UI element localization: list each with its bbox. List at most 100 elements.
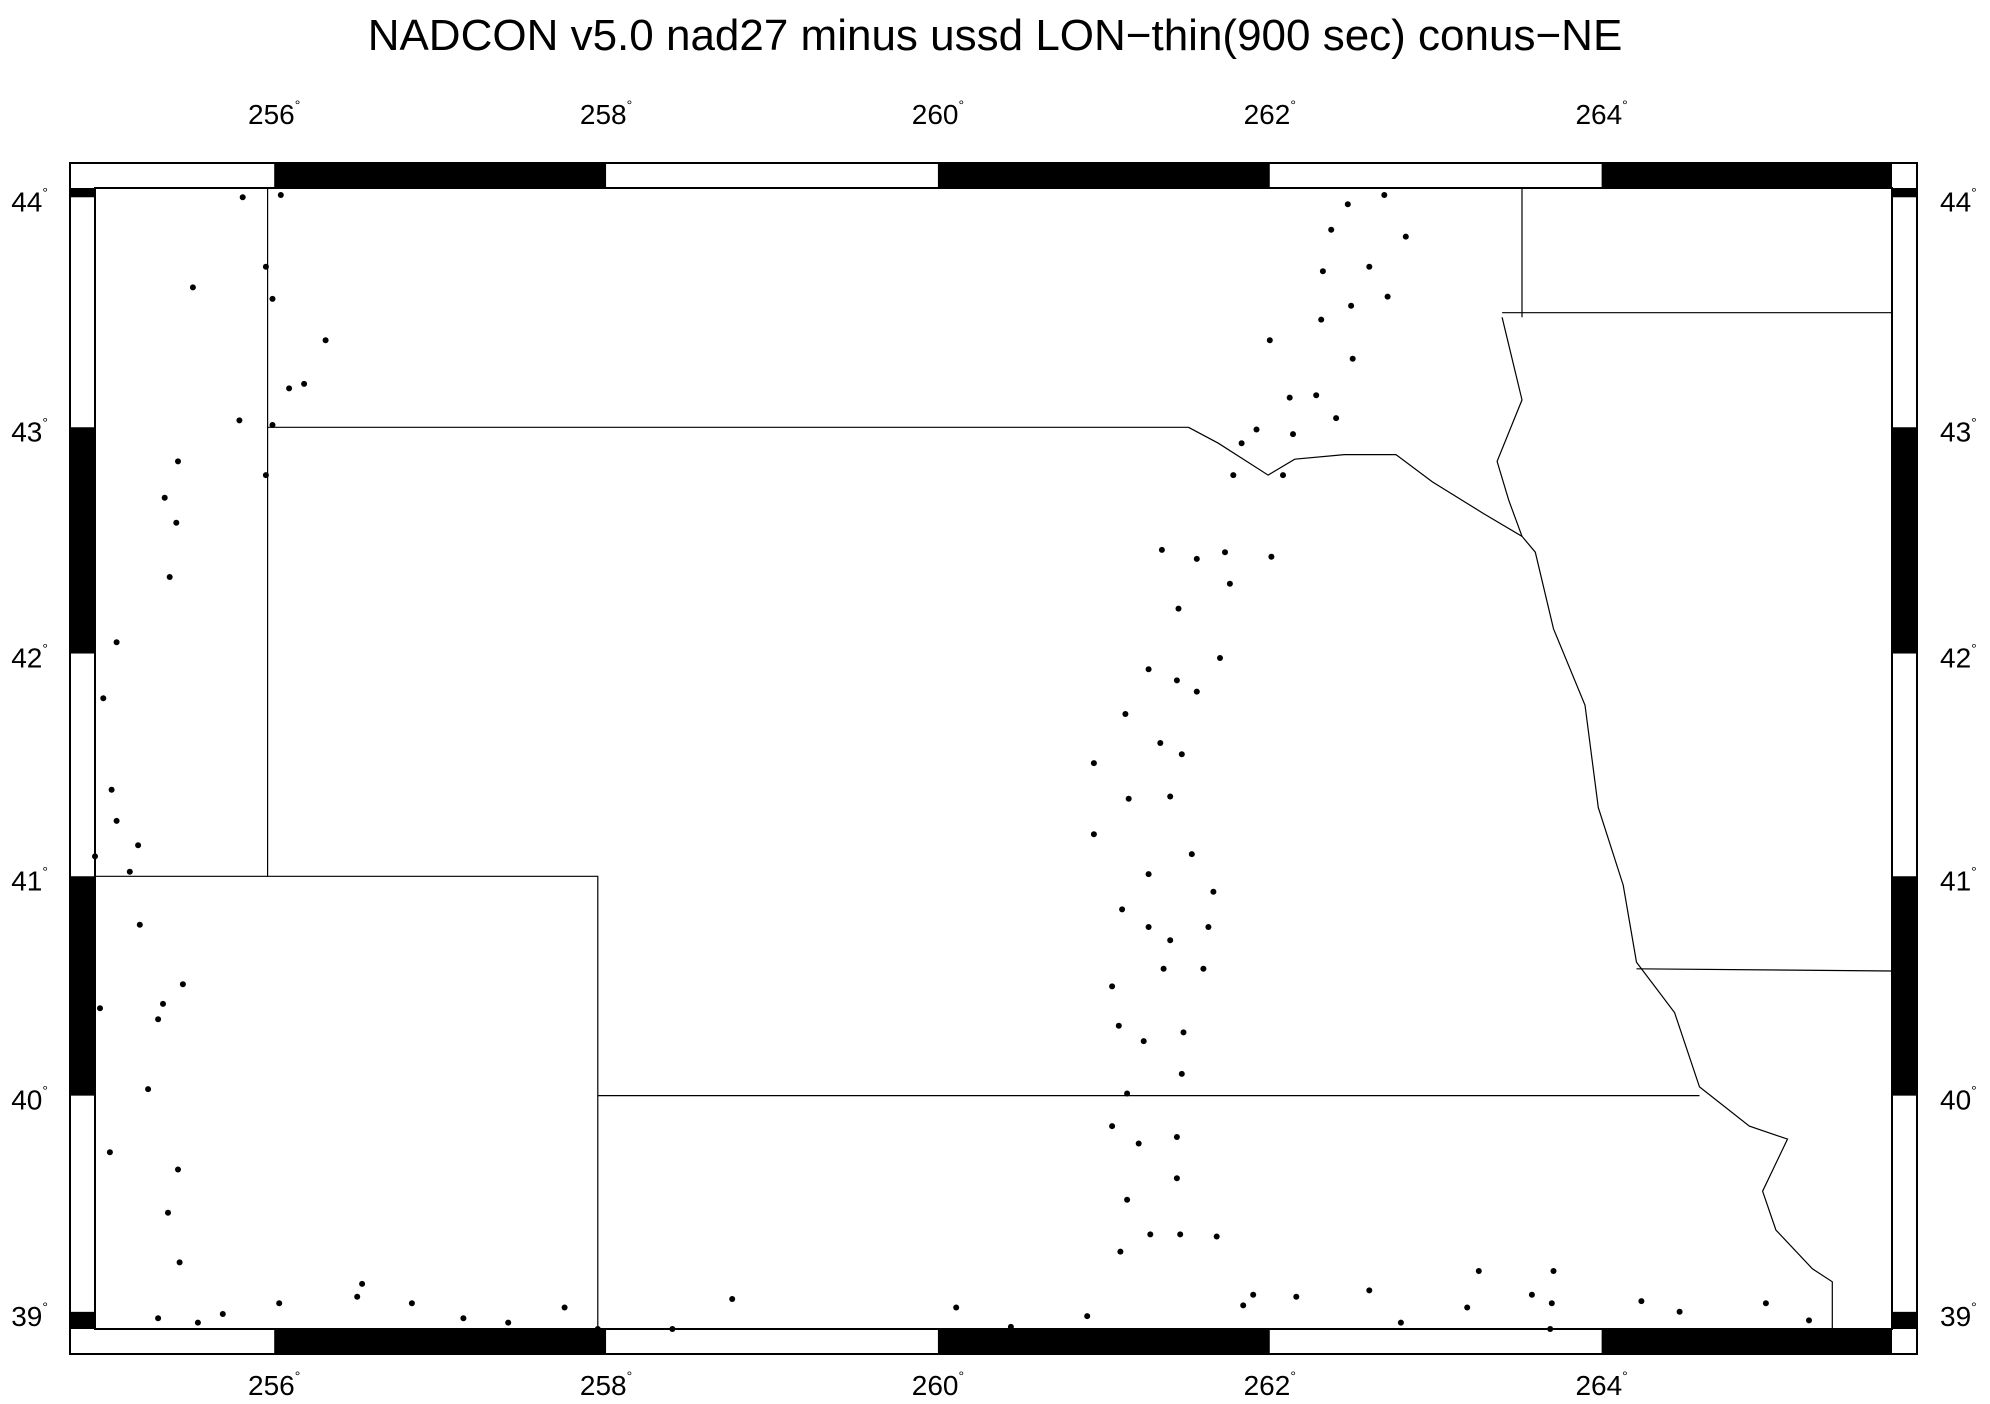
lat-tick-label-right: 40° bbox=[1940, 1083, 1977, 1116]
data-point bbox=[1222, 549, 1228, 556]
data-point bbox=[1145, 924, 1152, 930]
data-point bbox=[1381, 192, 1388, 198]
frame-bar-segment bbox=[937, 163, 1270, 188]
data-point bbox=[175, 1166, 181, 1173]
data-point bbox=[1158, 546, 1165, 553]
data-point bbox=[1268, 553, 1275, 560]
data-point bbox=[505, 1319, 512, 1326]
data-point bbox=[1240, 1302, 1247, 1309]
map-title: NADCON v5.0 nad27 minus ussd LON−thin(90… bbox=[368, 11, 1623, 60]
data-point bbox=[1528, 1291, 1535, 1298]
data-point bbox=[354, 1293, 361, 1300]
data-point bbox=[1167, 793, 1174, 800]
data-point bbox=[1250, 1291, 1257, 1298]
map-area bbox=[94, 187, 1893, 1330]
data-point bbox=[1175, 605, 1182, 612]
data-point bbox=[1178, 1070, 1185, 1077]
data-point bbox=[1806, 1317, 1812, 1324]
data-point bbox=[1140, 1038, 1147, 1045]
data-point bbox=[1266, 337, 1273, 344]
data-point bbox=[136, 921, 143, 928]
data-point bbox=[322, 337, 329, 344]
data-point bbox=[1328, 226, 1335, 233]
lat-tick-label-right: 42° bbox=[1940, 641, 1977, 674]
data-point bbox=[1119, 906, 1126, 913]
data-point bbox=[1090, 760, 1097, 767]
lat-tick-label-right: 39° bbox=[1940, 1299, 1977, 1332]
lat-tick-label-left: 39° bbox=[11, 1299, 48, 1332]
data-point bbox=[173, 519, 180, 526]
data-point bbox=[1117, 1248, 1124, 1255]
data-point bbox=[166, 574, 173, 580]
data-point bbox=[277, 192, 284, 198]
data-point bbox=[165, 1209, 171, 1216]
data-point bbox=[1193, 555, 1200, 562]
data-point bbox=[1638, 1298, 1645, 1305]
data-point bbox=[1125, 795, 1132, 802]
data-point bbox=[161, 494, 168, 501]
data-point bbox=[1344, 201, 1351, 208]
lon-tick-label-bottom: 260° bbox=[912, 1368, 964, 1401]
lat-tick-label-right: 43° bbox=[1940, 414, 1977, 447]
data-point bbox=[1286, 394, 1293, 401]
data-point bbox=[189, 284, 196, 291]
data-point bbox=[1366, 1287, 1373, 1294]
data-point bbox=[1084, 1313, 1091, 1320]
data-point bbox=[1188, 851, 1195, 858]
data-point bbox=[100, 695, 107, 702]
data-point bbox=[108, 786, 115, 793]
frame-bar-segment bbox=[1892, 188, 1917, 198]
lon-tick-label-bottom: 264° bbox=[1575, 1368, 1627, 1401]
data-point bbox=[729, 1296, 736, 1302]
data-point bbox=[408, 1300, 415, 1307]
data-point bbox=[1180, 1029, 1187, 1036]
data-point bbox=[155, 1016, 162, 1023]
data-point bbox=[1157, 740, 1164, 746]
data-point bbox=[1160, 965, 1167, 972]
lon-tick-label-top: 260° bbox=[912, 97, 964, 130]
lon-tick-label-top: 264° bbox=[1575, 97, 1627, 130]
data-point bbox=[219, 1311, 226, 1317]
lat-tick-label-left: 40° bbox=[11, 1083, 48, 1116]
data-point bbox=[1135, 1140, 1142, 1147]
data-point bbox=[1213, 1233, 1220, 1240]
data-point bbox=[1173, 1175, 1180, 1182]
data-point bbox=[1348, 302, 1355, 309]
data-point bbox=[262, 472, 269, 479]
data-point bbox=[262, 263, 269, 270]
frame-bar-segment bbox=[1601, 1329, 1892, 1354]
frame-bar-segment bbox=[70, 188, 95, 198]
data-point bbox=[1115, 1022, 1122, 1029]
data-points bbox=[92, 192, 1812, 1332]
lat-tick-label-right: 41° bbox=[1940, 863, 1977, 896]
data-point bbox=[1217, 655, 1223, 661]
data-point bbox=[1402, 233, 1409, 240]
data-point bbox=[1090, 831, 1097, 838]
data-point bbox=[145, 1086, 152, 1093]
data-point bbox=[269, 422, 276, 428]
data-point bbox=[1366, 263, 1373, 270]
axis-tick-labels: 256° 256° 258° 258° 260° 260° 262° 262° 264° 264°… bbox=[11, 97, 1977, 1401]
frame-bar-segment bbox=[274, 163, 607, 188]
state-boundaries bbox=[95, 188, 1893, 1329]
data-point bbox=[1547, 1326, 1554, 1332]
frame-bar-segment bbox=[70, 876, 95, 1096]
lat-tick-label-left: 41° bbox=[11, 863, 48, 896]
boundary-line bbox=[1188, 426, 1833, 1329]
data-point bbox=[301, 380, 308, 387]
data-point bbox=[113, 817, 120, 824]
data-point bbox=[1178, 751, 1185, 758]
data-point bbox=[1397, 1319, 1404, 1326]
data-point bbox=[160, 1000, 166, 1007]
data-point bbox=[1124, 1090, 1131, 1097]
data-point bbox=[239, 194, 246, 201]
data-point bbox=[1226, 580, 1233, 587]
data-point bbox=[1333, 415, 1340, 422]
data-point bbox=[1384, 293, 1391, 300]
data-point bbox=[1205, 924, 1212, 930]
data-point bbox=[1210, 888, 1217, 895]
data-point bbox=[1007, 1323, 1014, 1330]
data-point bbox=[953, 1304, 960, 1311]
data-point bbox=[1230, 472, 1237, 479]
data-point bbox=[276, 1300, 283, 1307]
